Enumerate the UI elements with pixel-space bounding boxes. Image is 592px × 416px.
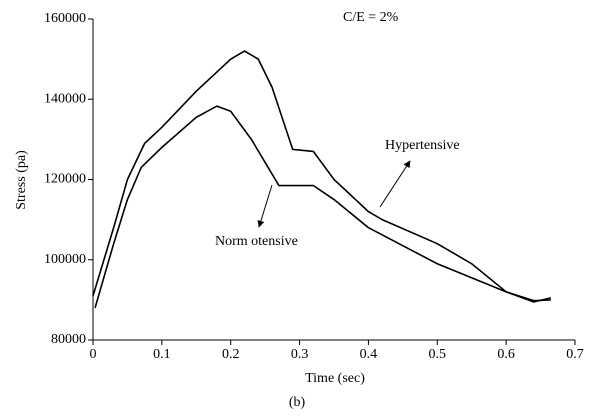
x-tick-label: 0.2	[222, 347, 240, 362]
y-tick-label: 120000	[44, 172, 86, 187]
y-axis-label: Stress (pa)	[14, 150, 29, 210]
series-line	[92, 50, 552, 303]
caption: (b)	[289, 395, 306, 410]
x-tick-label: 0.4	[360, 347, 378, 362]
y-tick-label: 160000	[44, 11, 86, 26]
series-line	[94, 105, 551, 309]
series-label: Norm otensive	[215, 234, 298, 249]
y-tick-label: 140000	[44, 91, 86, 106]
x-axis-label: Time (sec)	[305, 371, 365, 386]
x-tick-label: 0.7	[566, 347, 584, 362]
annotation: C/E = 2%	[343, 10, 399, 25]
x-tick-label: 0.1	[153, 347, 171, 362]
series-label: Hypertensive	[385, 138, 460, 153]
y-tick-label: 100000	[44, 252, 86, 267]
x-tick-label: 0	[90, 347, 97, 362]
x-tick-label: 0.6	[497, 347, 515, 362]
arrow	[379, 160, 411, 208]
x-tick-label: 0.3	[291, 347, 309, 362]
y-tick-label: 80000	[51, 332, 86, 347]
arrow	[257, 184, 273, 228]
x-tick-label: 0.5	[429, 347, 447, 362]
